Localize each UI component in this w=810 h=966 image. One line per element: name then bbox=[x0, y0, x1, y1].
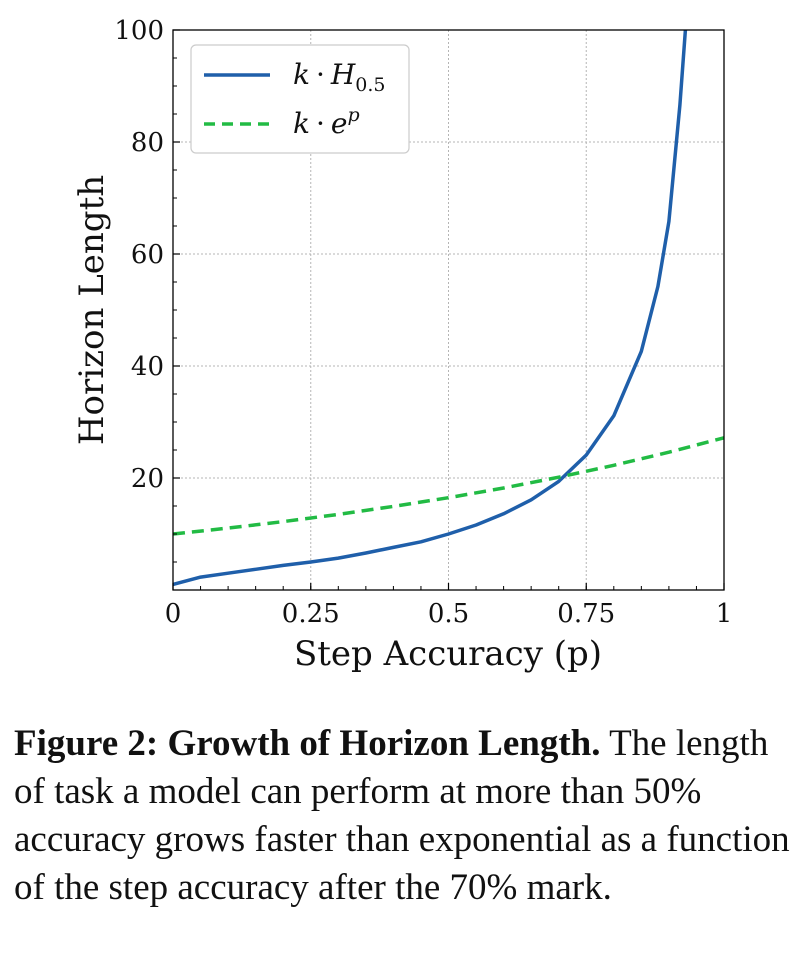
figure-caption: Figure 2: Growth of Horizon Length. The … bbox=[14, 720, 804, 912]
series-layer bbox=[172, 29, 725, 587]
chart: 0 0.25 0.5 0.75 1 20 40 60 80 100 Step Accuracy (… bbox=[72, 16, 732, 674]
series-line-1 bbox=[172, 29, 688, 587]
x-tick-label: 1 bbox=[716, 599, 733, 629]
caption-title: Figure 2: Growth of Horizon Length. bbox=[14, 723, 601, 764]
caption-text: The length of task a model can perform a… bbox=[14, 723, 790, 908]
legend-label-series-2: k · ep bbox=[293, 104, 360, 140]
legend: k · H0.5 k · ep bbox=[190, 44, 410, 154]
x-tick-label: 0.25 bbox=[282, 599, 340, 629]
y-tick-label: 80 bbox=[131, 128, 164, 158]
x-axis-title: Step Accuracy (p) bbox=[294, 634, 602, 674]
y-tick-label: 20 bbox=[131, 464, 164, 494]
y-tick-label: 40 bbox=[131, 352, 164, 382]
y-axis-title: Horizon Length bbox=[72, 175, 112, 445]
x-tick-label: 0 bbox=[165, 599, 182, 629]
legend-box bbox=[190, 44, 410, 154]
x-tick-label: 0.5 bbox=[428, 599, 469, 629]
ticks: 0 0.25 0.5 0.75 1 20 40 60 80 100 bbox=[114, 16, 732, 629]
y-tick-label: 100 bbox=[114, 16, 164, 46]
x-tick-label: 0.75 bbox=[557, 599, 615, 629]
series-line-2 bbox=[172, 436, 725, 536]
legend-label-series-1: k · H0.5 bbox=[293, 58, 386, 96]
y-tick-label: 60 bbox=[131, 240, 164, 270]
